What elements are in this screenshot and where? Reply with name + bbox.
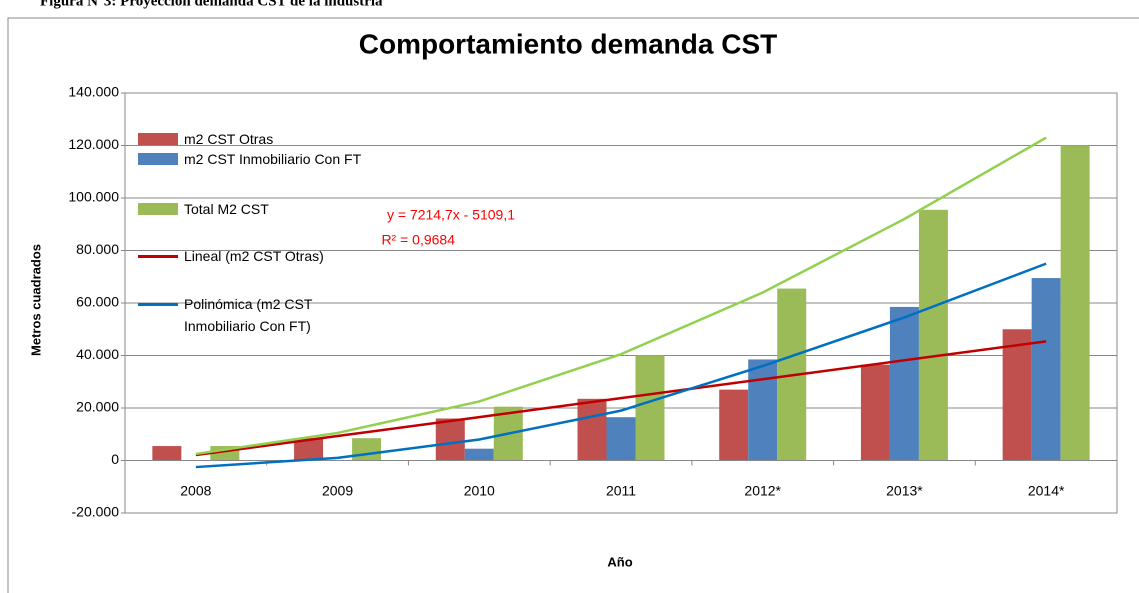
y-tick-label: 20.000 — [76, 399, 119, 415]
legend-item: Lineal (m2 CST Otras) — [138, 245, 384, 267]
y-tick-label: 80.000 — [76, 241, 119, 257]
legend-swatch — [138, 153, 178, 165]
legend-label: Polinómica (m2 CST Inmobiliario Con FT) — [184, 296, 313, 334]
bar — [719, 389, 749, 461]
y-tick-label: -20.000 — [72, 504, 120, 520]
y-axis-title: Metros cuadrados — [28, 244, 43, 356]
legend-swatch — [138, 255, 178, 258]
caption: Figura N°3: Proyección demanda CST de la… — [40, 0, 383, 9]
legend-label: m2 CST Otras — [184, 131, 274, 147]
x-tick-label: 2008 — [180, 483, 211, 499]
y-tick-label: 100.000 — [68, 189, 119, 205]
legend-swatch — [138, 303, 178, 306]
bar — [918, 209, 948, 461]
y-tick-label: 40.000 — [76, 346, 119, 362]
x-tick-label: 2012* — [744, 483, 781, 499]
bar — [1031, 278, 1061, 461]
trendline — [195, 340, 1047, 457]
x-axis-title: Año — [607, 554, 632, 569]
y-tick-label: 0 — [111, 451, 119, 467]
bar — [635, 355, 665, 461]
bar — [352, 438, 382, 461]
bar — [577, 398, 607, 461]
bar — [860, 364, 890, 461]
r-squared: R² = 0,9684 — [381, 232, 455, 248]
bar — [606, 417, 636, 461]
legend-label: Total M2 CST — [184, 201, 269, 217]
legend-item: Total M2 CST — [138, 198, 384, 220]
y-tick-label: 140.000 — [68, 84, 119, 100]
equation: y = 7214,7x - 5109,1 — [387, 207, 515, 223]
y-tick-label: 60.000 — [76, 294, 119, 310]
bar — [435, 418, 465, 461]
legend-swatch — [138, 203, 178, 215]
x-tick-label: 2009 — [322, 483, 353, 499]
bar — [464, 448, 494, 461]
bar — [889, 306, 919, 461]
bar — [1002, 329, 1032, 461]
x-tick-label: 2010 — [464, 483, 495, 499]
legend-item: m2 CST Otras — [138, 128, 384, 150]
legend-swatch — [138, 133, 178, 145]
x-tick-label: 2013* — [886, 483, 923, 499]
bar — [294, 438, 324, 461]
legend-label: Lineal (m2 CST Otras) — [184, 248, 324, 264]
y-tick-label: 120.000 — [68, 136, 119, 152]
legend-label: m2 CST Inmobiliario Con FT — [184, 151, 362, 167]
legend-item: m2 CST Inmobiliario Con FT — [138, 148, 384, 170]
x-tick-label: 2014* — [1028, 483, 1065, 499]
trendline — [195, 136, 1047, 456]
legend-item: Polinómica (m2 CST Inmobiliario Con FT) — [138, 293, 384, 337]
trendline — [195, 262, 1047, 469]
chart-title: Comportamiento demanda CST — [359, 28, 777, 59]
chart-frame — [7, 17, 1139, 593]
x-tick-label: 2011 — [606, 483, 636, 499]
bar — [152, 446, 182, 461]
bar — [1060, 145, 1090, 461]
bar — [748, 359, 778, 461]
